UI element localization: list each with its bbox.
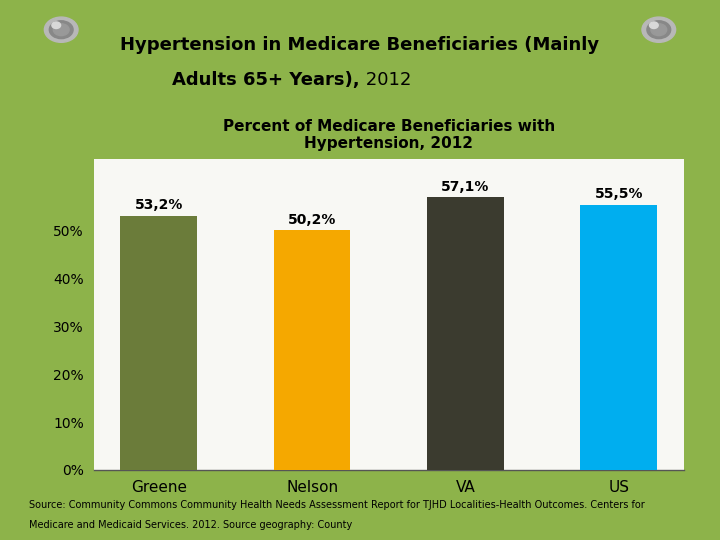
Text: Medicare and Medicaid Services. 2012. Source geography: County: Medicare and Medicaid Services. 2012. So… bbox=[29, 520, 352, 530]
Circle shape bbox=[647, 21, 671, 39]
Text: 53,2%: 53,2% bbox=[135, 198, 183, 212]
Text: Adults 65+ Years),: Adults 65+ Years), bbox=[172, 71, 360, 89]
Bar bbox=[427, 197, 504, 470]
Circle shape bbox=[53, 24, 69, 36]
Circle shape bbox=[50, 21, 73, 39]
Circle shape bbox=[651, 24, 667, 36]
Circle shape bbox=[649, 22, 658, 29]
Text: 55,5%: 55,5% bbox=[595, 187, 643, 201]
Text: 50,2%: 50,2% bbox=[288, 213, 336, 227]
Text: 57,1%: 57,1% bbox=[441, 180, 490, 194]
Bar bbox=[580, 205, 657, 470]
Text: 2012: 2012 bbox=[360, 71, 411, 89]
Circle shape bbox=[52, 22, 60, 29]
Text: Source: Community Commons Community Health Needs Assessment Report for TJHD Loca: Source: Community Commons Community Heal… bbox=[29, 500, 644, 510]
Circle shape bbox=[45, 17, 78, 42]
Title: Percent of Medicare Beneficiaries with
Hypertension, 2012: Percent of Medicare Beneficiaries with H… bbox=[222, 119, 555, 151]
Bar bbox=[274, 230, 351, 470]
Circle shape bbox=[642, 17, 675, 42]
Bar bbox=[120, 215, 197, 470]
Text: Hypertension in Medicare Beneficiaries (Mainly: Hypertension in Medicare Beneficiaries (… bbox=[120, 36, 600, 53]
